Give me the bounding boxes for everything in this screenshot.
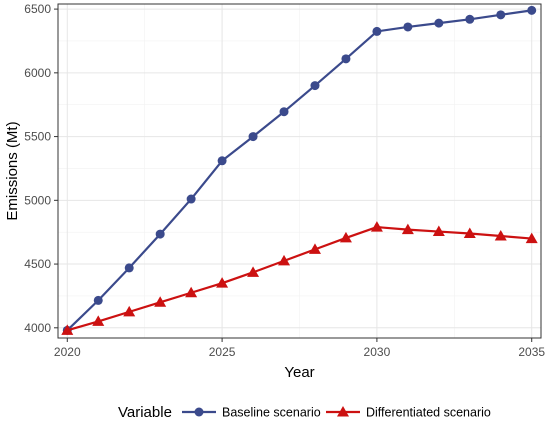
legend-title: Variable: [118, 404, 172, 421]
legend-triangle-icon: [337, 406, 349, 417]
series-differentiated: [61, 221, 538, 335]
circle-point: [155, 229, 165, 239]
y-tick-label: 6500: [24, 2, 51, 16]
x-tick-label: 2020: [54, 345, 81, 359]
triangle-point: [308, 243, 321, 254]
circle-point: [248, 132, 258, 142]
circle-point: [310, 81, 320, 91]
axis-ticks: 2020 2025 2030 2035 4000 4500 5000 5500 6000 6500: [24, 2, 545, 359]
x-tick-label: 2025: [209, 345, 236, 359]
circle-point: [341, 54, 351, 64]
legend: Variable Baseline scenario Differentiated…: [118, 404, 491, 421]
triangle-point: [154, 296, 167, 307]
legend-label: Differentiated scenario: [366, 406, 491, 420]
legend-items: Baseline scenario Differentiated scenario: [182, 406, 491, 420]
triangle-point: [432, 225, 445, 237]
circle-point: [372, 26, 382, 36]
circle-point: [527, 5, 537, 15]
x-tick-label: 2030: [364, 345, 391, 359]
circle-point: [434, 18, 444, 28]
triangle-point: [185, 286, 198, 298]
triangle-point: [123, 305, 136, 317]
triangle-point: [61, 324, 74, 335]
triangle-point: [216, 277, 229, 288]
legend-label: Baseline scenario: [222, 406, 321, 420]
grid: [58, 4, 541, 338]
legend-item: Baseline scenario: [182, 406, 321, 420]
circle-point: [186, 194, 196, 204]
triangle-point: [525, 232, 538, 244]
circle-point: [403, 22, 413, 32]
legend-item: Differentiated scenario: [326, 406, 491, 420]
series-layer: [61, 5, 538, 335]
series-baseline: [62, 5, 537, 335]
y-tick-label: 4000: [24, 321, 51, 335]
triangle-point: [278, 254, 291, 266]
legend-circle-icon: [194, 407, 204, 417]
y-tick-label: 5000: [24, 193, 51, 207]
triangle-point: [370, 221, 383, 232]
circle-point: [124, 263, 134, 273]
circle-point: [93, 295, 103, 305]
circle-point: [496, 10, 506, 20]
x-tick-label: 2035: [518, 345, 545, 359]
triangle-point: [247, 266, 260, 277]
triangle-point: [401, 223, 414, 235]
circle-point: [217, 156, 227, 166]
y-tick-label: 4500: [24, 257, 51, 271]
y-tick-label: 5500: [24, 130, 51, 144]
y-tick-label: 6000: [24, 66, 51, 80]
circle-point: [465, 14, 475, 24]
series-line: [66, 225, 532, 332]
triangle-point: [339, 231, 352, 243]
circle-point: [279, 107, 289, 117]
triangle-point: [463, 227, 476, 238]
x-axis-title: Year: [284, 364, 314, 381]
triangle-point: [494, 230, 507, 241]
y-axis-title: Emissions (Mt): [4, 121, 21, 220]
triangle-point: [92, 315, 105, 326]
series-line: [66, 9, 532, 332]
panel-border: [57, 3, 542, 339]
